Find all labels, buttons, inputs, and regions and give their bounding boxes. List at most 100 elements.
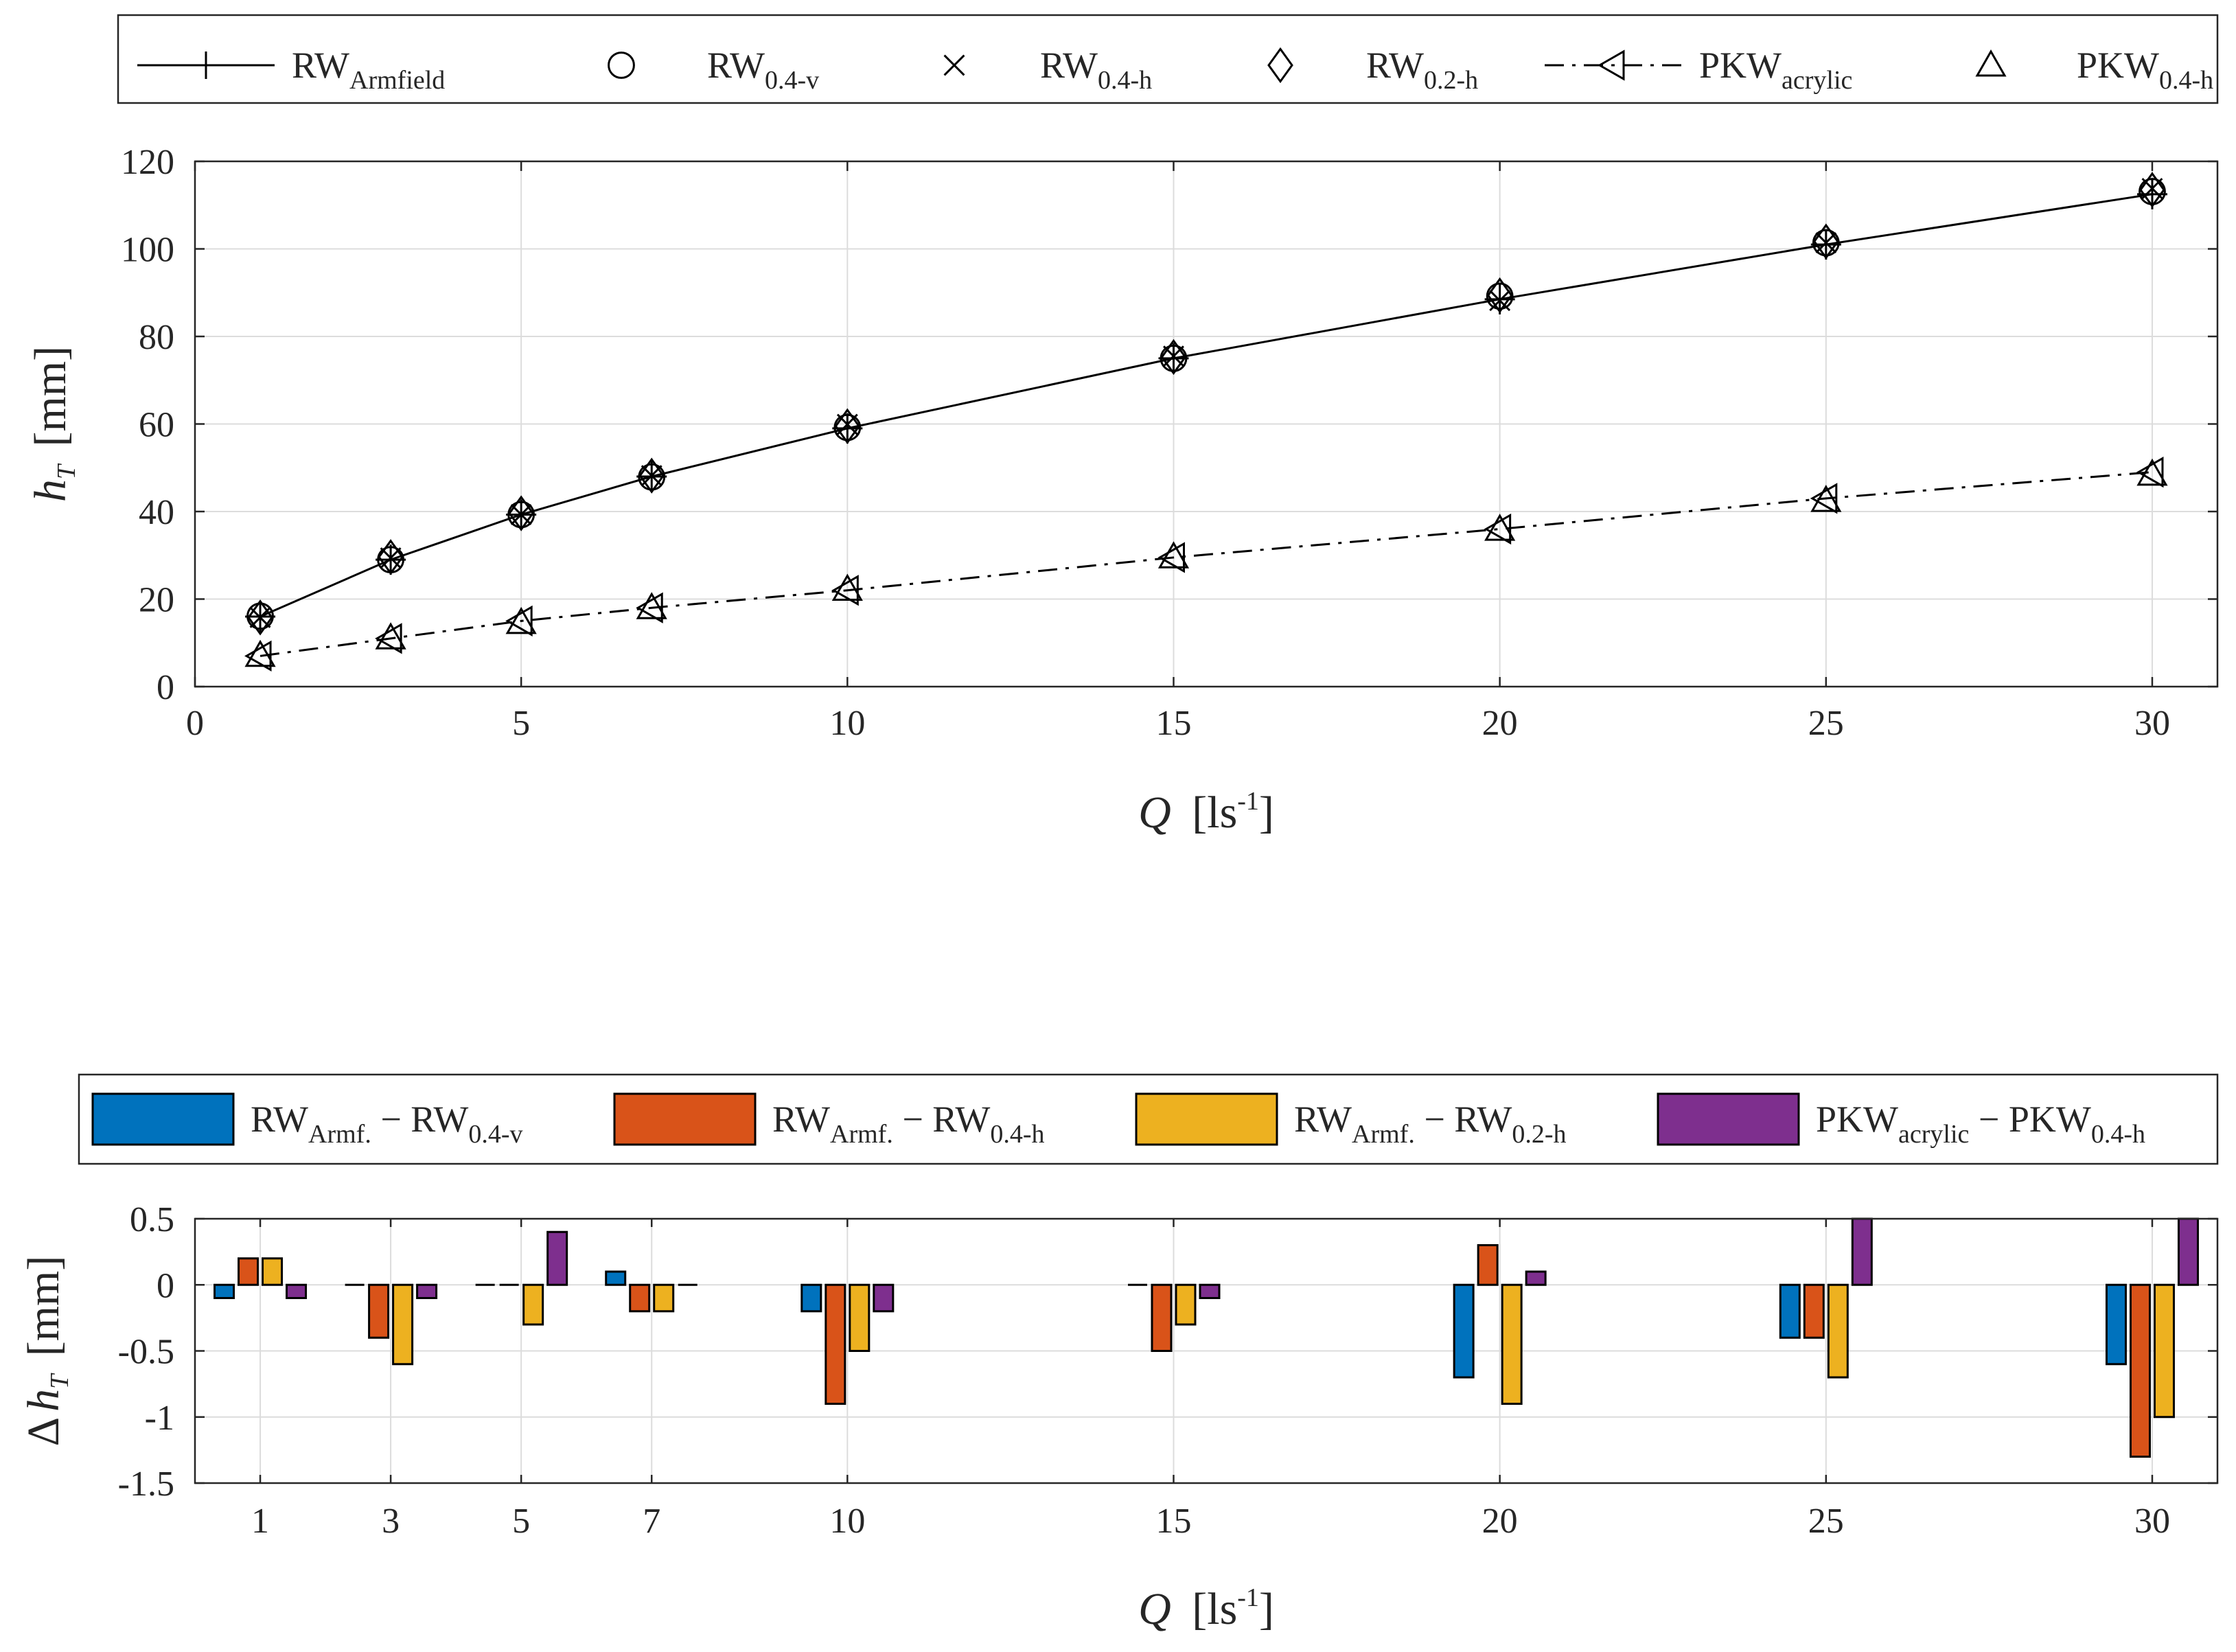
point-s1-5 bbox=[1160, 344, 1188, 372]
top-chart-x-tick-label: 15 bbox=[1155, 704, 1191, 743]
bar-s2-q3 bbox=[392, 1283, 414, 1366]
point-s1-0 bbox=[246, 602, 274, 630]
point-s3-1 bbox=[378, 539, 404, 575]
bottom-chart-x-tick-label: 15 bbox=[1155, 1502, 1191, 1541]
point-s3-4 bbox=[834, 408, 861, 444]
top-chart-x-tick-label: 0 bbox=[186, 704, 204, 743]
bottom-chart-x-tick-label: 5 bbox=[512, 1502, 530, 1541]
point-s5-2 bbox=[505, 606, 537, 634]
point-s3-5 bbox=[1160, 339, 1187, 376]
point-s4-6 bbox=[1484, 513, 1512, 545]
water-head-line-chart: 0 5 10 15 20 25 30 0 20 40 60 80 100 120 Q [ls-1] hT … bbox=[25, 143, 2219, 838]
legend-item-rw-04-h: RW0.4-h bbox=[943, 45, 1152, 95]
point-s5-1 bbox=[375, 622, 406, 650]
point-s3-0 bbox=[247, 599, 273, 636]
bottom-chart-x-axis-label: Q [ls-1] bbox=[1138, 1583, 1274, 1634]
series-line-4 bbox=[260, 471, 2153, 657]
point-s1-8 bbox=[2139, 178, 2166, 205]
bottom-legend-item-2: RWArmf. − RW0.2-h bbox=[1135, 1092, 1566, 1149]
bottom-chart-x-tick-label: 25 bbox=[1808, 1502, 1844, 1541]
bottom-chart-x-tick-label: 20 bbox=[1482, 1502, 1518, 1541]
top-chart-legend: RWArmfield RW0.4-v RW0.4-h RW0.2-h PKWacryli… bbox=[117, 14, 2219, 104]
top-chart-x-axis-label: Q [ls-1] bbox=[1138, 787, 1274, 838]
top-chart-y-tick-label: 100 bbox=[121, 231, 174, 270]
point-s2-6 bbox=[1489, 290, 1511, 312]
point-s4-4 bbox=[831, 575, 859, 606]
legend-item-pkw-acrylic: PKWacrylic bbox=[1545, 45, 1852, 95]
legend-marker-icon bbox=[943, 54, 965, 76]
point-s3-8 bbox=[2139, 172, 2165, 208]
bar-s1-q7 bbox=[629, 1283, 651, 1313]
bottom-chart-x-tick-label: 3 bbox=[382, 1502, 400, 1541]
legend-label: RWArmf. − RW0.2-h bbox=[1294, 1099, 1566, 1149]
bar-s0-q10 bbox=[800, 1283, 822, 1313]
bar-s0-q25 bbox=[1779, 1283, 1801, 1339]
legend-label: RWArmfield bbox=[292, 45, 445, 95]
bar-s0-q20 bbox=[1453, 1283, 1475, 1379]
top-chart-x-tick-label: 25 bbox=[1808, 704, 1844, 743]
point-s5-3 bbox=[636, 592, 667, 619]
legend-swatch bbox=[1657, 1092, 1800, 1146]
bottom-chart-y-tick-label: -1 bbox=[145, 1399, 174, 1438]
top-chart-x-tick-label: 5 bbox=[512, 704, 530, 743]
bar-s2-q25 bbox=[1827, 1283, 1849, 1379]
bar-s0-q1 bbox=[214, 1283, 235, 1299]
top-chart-ticks: 0 5 10 15 20 25 30 0 20 40 60 80 100 120 bbox=[121, 143, 2217, 743]
legend-swatch bbox=[613, 1092, 757, 1146]
bottom-chart-x-tick-label: 1 bbox=[251, 1502, 269, 1541]
bottom-chart-y-tick-label: -0.5 bbox=[118, 1333, 174, 1372]
bar-s3-q15 bbox=[1199, 1283, 1221, 1299]
bottom-chart-y-tick-label: 0.5 bbox=[130, 1200, 174, 1239]
point-s3-6 bbox=[1486, 277, 1513, 314]
bar-s3-q30 bbox=[2177, 1217, 2199, 1286]
top-chart-y-tick-label: 60 bbox=[139, 406, 174, 445]
bottom-chart-bars bbox=[214, 1217, 2199, 1458]
bottom-chart-x-tick-label: 10 bbox=[829, 1502, 865, 1541]
bar-s2-q15 bbox=[1175, 1283, 1197, 1326]
bar-s1-q10 bbox=[825, 1283, 846, 1405]
bar-s2-q7 bbox=[653, 1283, 675, 1313]
legend-swatch bbox=[1135, 1092, 1278, 1146]
top-chart-y-tick-label: 120 bbox=[121, 143, 174, 182]
head-difference-bar-chart: 1 3 5 7 10 15 20 25 30 0.5 0 -0.5 -1 -1.5 Q [ls-1] Δh… bbox=[19, 1200, 2219, 1634]
bar-s3-q1 bbox=[286, 1283, 308, 1299]
point-s5-6 bbox=[1484, 514, 1516, 541]
bottom-chart-x-tick-label: 30 bbox=[2134, 1502, 2170, 1541]
point-s3-7 bbox=[1812, 223, 1839, 260]
point-s5-5 bbox=[1157, 541, 1190, 569]
bottom-chart-ticks: 1 3 5 7 10 15 20 25 30 0.5 0 -0.5 -1 -1.5 bbox=[118, 1200, 2217, 1541]
bottom-chart-y-axis-label: ΔhT [mm] bbox=[19, 1256, 78, 1447]
point-s4-2 bbox=[505, 605, 533, 636]
bar-s2-q5 bbox=[522, 1283, 544, 1326]
legend-marker-icon bbox=[192, 51, 220, 79]
bar-s2-q30 bbox=[2153, 1283, 2175, 1419]
point-s3-3 bbox=[638, 457, 665, 494]
legend-item-pkw-04-h: PKW0.4-h bbox=[1975, 45, 2213, 95]
bottom-chart-y-tick-label: -1.5 bbox=[118, 1465, 174, 1504]
point-s4-3 bbox=[636, 592, 663, 623]
bar-s3-q5 bbox=[546, 1230, 568, 1286]
point-s4-1 bbox=[375, 623, 402, 654]
bar-s1-q1 bbox=[238, 1257, 260, 1286]
bottom-legend-item-1: RWArmf. − RW0.4-h bbox=[613, 1092, 1044, 1149]
top-chart-y-tick-label: 20 bbox=[139, 581, 174, 620]
legend-label: RWArmf. − RW0.4-v bbox=[251, 1099, 522, 1149]
top-chart-y-tick-label: 0 bbox=[157, 668, 174, 707]
legend-label: PKWacrylic − PKW0.4-h bbox=[1816, 1099, 2145, 1149]
bar-s3-q3 bbox=[416, 1283, 438, 1299]
legend-swatch bbox=[91, 1092, 235, 1146]
point-s4-5 bbox=[1157, 542, 1185, 573]
point-s1-2 bbox=[507, 501, 535, 529]
bar-s3-q20 bbox=[1525, 1270, 1547, 1286]
bottom-legend-item-0: RWArmf. − RW0.4-v bbox=[91, 1092, 522, 1149]
bar-s1-q15 bbox=[1151, 1283, 1173, 1352]
point-s1-7 bbox=[1812, 229, 1840, 257]
top-chart-y-tick-label: 80 bbox=[139, 318, 174, 357]
legend-item-rw-armfield: RWArmfield bbox=[137, 45, 445, 95]
bar-s0-q30 bbox=[2105, 1283, 2127, 1366]
legend-marker-icon bbox=[1267, 47, 1293, 84]
top-chart-x-tick-label: 20 bbox=[1482, 704, 1518, 743]
legend-marker-icon bbox=[1597, 49, 1625, 81]
bar-s3-q10 bbox=[873, 1283, 895, 1313]
